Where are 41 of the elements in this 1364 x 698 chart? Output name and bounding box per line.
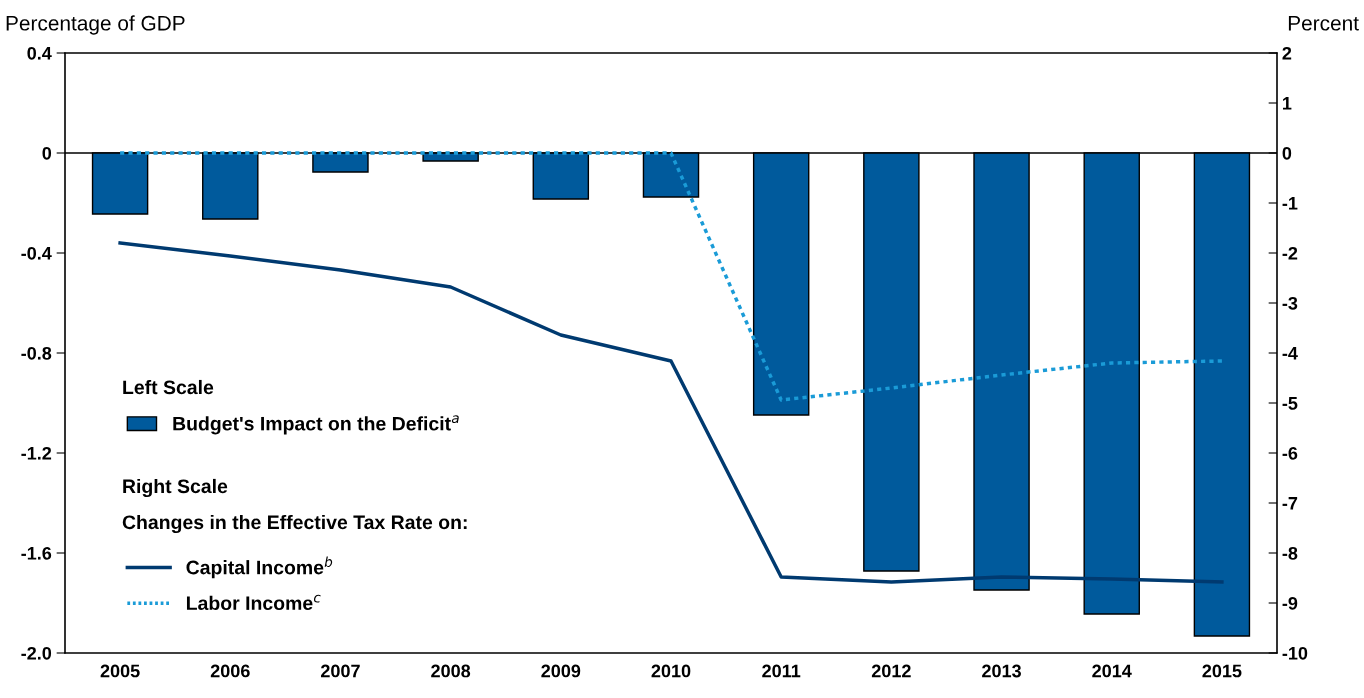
x-tick-label: 2007	[321, 664, 360, 678]
y-tick-label: 0.4	[27, 46, 52, 60]
y2-tick-label: -2	[1282, 246, 1298, 260]
y2-tick-label: -8	[1282, 546, 1298, 560]
y-tick-label: -1.6	[21, 546, 52, 560]
annotation: Left Scale	[123, 379, 214, 395]
legend-label: Labor Income$^{c}$	[186, 594, 321, 611]
y2-tick-label: -7	[1282, 497, 1298, 510]
x-tick-label: 2005	[100, 664, 140, 678]
y2-tick-label: 0	[1282, 146, 1292, 160]
y2-tick-label: -5	[1282, 397, 1298, 410]
annotation: Right Scale	[123, 478, 228, 498]
legend-label: Capital Income$^{b}$	[186, 556, 333, 579]
x-tick-label: 2013	[982, 664, 1021, 678]
x-tick-label: 2006	[210, 664, 250, 678]
y-axis-title: Percentage of GDP	[6, 15, 185, 35]
y-tick-label: -0.4	[21, 246, 52, 260]
y2-tick-label: -6	[1282, 446, 1298, 460]
y2-tick-label: -10	[1282, 646, 1308, 660]
y2-tick-label: -3	[1282, 296, 1298, 310]
y-tick-label: -0.8	[21, 346, 52, 360]
x-tick-label: 2009	[541, 664, 581, 678]
y2-tick-label: 2	[1282, 46, 1292, 60]
x-tick-label: 2008	[431, 664, 471, 678]
annotation: Changes in the Effective Tax Rate on:	[122, 514, 467, 534]
x-tick-label: 2010	[651, 664, 691, 678]
x-tick-label: 2012	[871, 664, 911, 678]
y2-tick-label: -1	[1282, 197, 1298, 210]
y2-tick-label: 1	[1283, 97, 1292, 110]
legend-label: Budget's Impact on the Deficit$^{a}$	[173, 415, 459, 435]
y2-tick-label: -4	[1282, 347, 1298, 360]
y-tick-label: -2.0	[21, 646, 52, 660]
line-series	[118, 151, 1224, 402]
x-tick-label: 2011	[762, 664, 801, 678]
y-tick-label: 0	[42, 146, 52, 160]
y-tick-label: -1.2	[21, 446, 52, 460]
x-tick-label: 2015	[1202, 664, 1242, 678]
y2-tick-label: -9	[1282, 596, 1298, 610]
x-tick-label: 2014	[1092, 664, 1132, 678]
line-series	[118, 241, 1224, 584]
y2-axis-title: Percent	[1288, 16, 1359, 31]
